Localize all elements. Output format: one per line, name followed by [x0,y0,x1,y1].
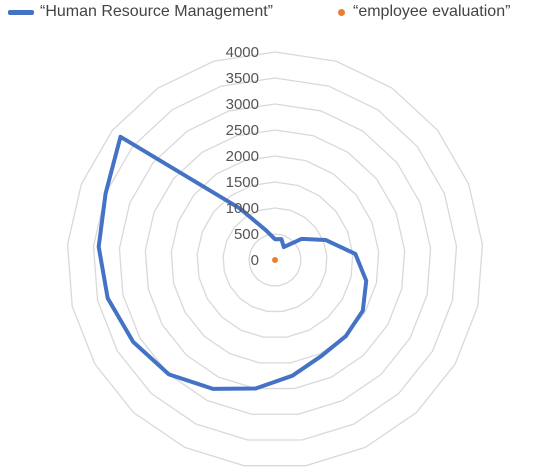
axis-tick-label: 3500 [226,70,259,87]
series-line-human-resource-management [96,134,369,391]
axis-tick-label: 2500 [226,122,259,139]
axis-tick-label: 1000 [226,200,259,217]
axis-tick-label: 3000 [226,96,259,113]
grid-ring [118,103,432,415]
grid-ring [196,181,354,338]
legend-swatch-dot [338,8,345,16]
legend-item-employee-evaluation[interactable]: “employee evaluation” [330,3,510,21]
axis-tick-label: 4000 [226,44,259,61]
chart-legend: “Human Resource Management” “employee ev… [0,0,550,30]
axis-tick-label: 1500 [226,174,259,191]
legend-swatch-line [8,9,34,15]
legend-label: “Human Resource Management” [40,3,273,20]
axis-tick-label: 0 [251,252,259,269]
grid-ring [92,77,458,441]
grid-ring [170,155,380,364]
grid-ring [144,129,406,390]
grid-ring [222,207,328,313]
grid-ring [66,51,484,467]
legend-item-human-resource-management[interactable]: “Human Resource Management” [8,3,273,21]
series-point-employee-evaluation [272,257,278,263]
legend-label: “employee evaluation” [353,3,511,20]
grid-ring [248,233,302,287]
axis-tick-label: 500 [234,226,259,243]
axis-tick-label: 2000 [226,148,259,165]
